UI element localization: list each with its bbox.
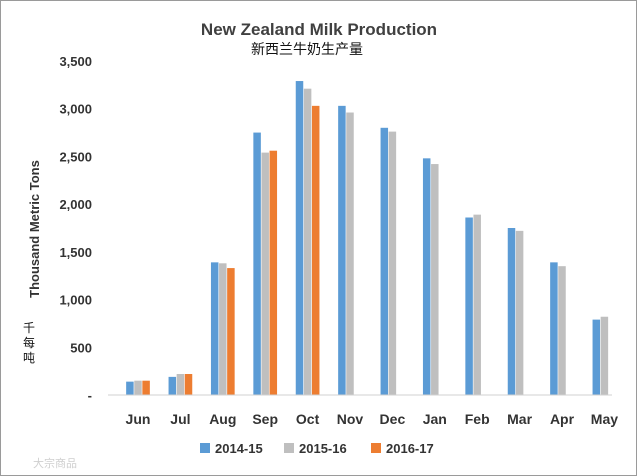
bar-2016-17-Jun: [142, 380, 150, 395]
unit-char: 吨: [23, 351, 35, 365]
y-tick-label: 2,500: [59, 149, 92, 164]
y-axis-unit-chinese: 千 每 吨: [23, 321, 35, 365]
bar-2015-16-Aug: [219, 263, 227, 395]
legend: 2014-15 2015-16 2016-17: [200, 441, 434, 456]
legend-label: 2015-16: [299, 441, 347, 456]
y-tick-label: 3,000: [59, 102, 92, 117]
bar-2015-16-Jan: [431, 164, 439, 395]
x-axis-ticks: Jun Jul Aug Sep Oct Nov Dec Jan Feb Mar Apr May: [126, 411, 619, 427]
bar-2014-15-Apr: [550, 262, 558, 395]
x-tick-label: Feb: [465, 411, 490, 427]
x-tick-label: May: [591, 411, 618, 427]
x-tick-label: Jul: [170, 411, 190, 427]
bar-2015-16-Apr: [558, 266, 566, 395]
bar-2015-16-Oct: [303, 88, 312, 395]
bar-2014-15-Jan: [422, 158, 431, 395]
x-tick-label: Jan: [423, 411, 447, 427]
bars: [126, 81, 609, 396]
bar-2014-15-Jul: [168, 376, 177, 395]
bar-2014-15-Oct: [295, 81, 304, 395]
x-tick-label: Oct: [296, 411, 320, 427]
bar-2014-15-Jun: [126, 381, 134, 395]
y-tick-label: 1,000: [59, 293, 92, 308]
y-tick-label: 500: [70, 340, 92, 355]
bar-2015-16-Jun: [134, 380, 142, 395]
bar-2015-16-Feb: [473, 214, 481, 395]
x-tick-label: Aug: [209, 411, 236, 427]
x-tick-label: Apr: [550, 411, 575, 427]
y-axis-ticks: - 500 1,000 1,500 2,000 2,500 3,000 3,500: [59, 54, 92, 403]
bar-2016-17-Sep: [269, 150, 278, 395]
x-tick-label: Sep: [252, 411, 278, 427]
watermark-text: 大宗商品: [33, 456, 77, 470]
legend-label: 2016-17: [386, 441, 434, 456]
legend-swatch: [200, 443, 210, 453]
bar-2015-16-Sep: [261, 152, 269, 395]
x-tick-label: Nov: [337, 411, 364, 427]
bar-2015-16-Mar: [515, 230, 524, 395]
y-axis-label: Thousand Metric Tons: [27, 160, 42, 298]
bar-2016-17-Jul: [184, 374, 193, 395]
bar-2014-15-Dec: [380, 127, 389, 396]
chart-title: New Zealand Milk Production: [201, 20, 437, 39]
y-tick-label: 2,000: [59, 197, 92, 212]
legend-swatch: [284, 443, 294, 453]
y-tick-label: 3,500: [59, 54, 92, 69]
bar-2015-16-Jul: [176, 374, 185, 395]
bar-2014-15-Mar: [507, 228, 516, 395]
unit-char: 每: [23, 335, 35, 350]
x-tick-label: Dec: [380, 411, 406, 427]
legend-swatch: [371, 443, 381, 453]
y-tick-label: 1,500: [59, 245, 92, 260]
bar-2015-16-Nov: [346, 112, 354, 395]
x-tick-label: Mar: [507, 411, 532, 427]
bar-2015-16-May: [600, 316, 609, 395]
bar-2016-17-Aug: [227, 268, 235, 395]
bar-2016-17-Oct: [311, 105, 320, 395]
bar-2014-15-Feb: [465, 217, 473, 395]
y-tick-label: -: [88, 388, 92, 403]
unit-char: 千: [23, 321, 35, 335]
bar-2014-15-Aug: [210, 262, 219, 395]
x-tick-label: Jun: [126, 411, 151, 427]
bar-2014-15-Nov: [338, 105, 346, 395]
bar-2014-15-May: [592, 319, 601, 395]
bar-2015-16-Dec: [388, 131, 397, 396]
chart-subtitle: 新西兰牛奶生产量: [251, 42, 363, 58]
bar-2014-15-Sep: [253, 132, 261, 396]
legend-label: 2014-15: [215, 441, 263, 456]
